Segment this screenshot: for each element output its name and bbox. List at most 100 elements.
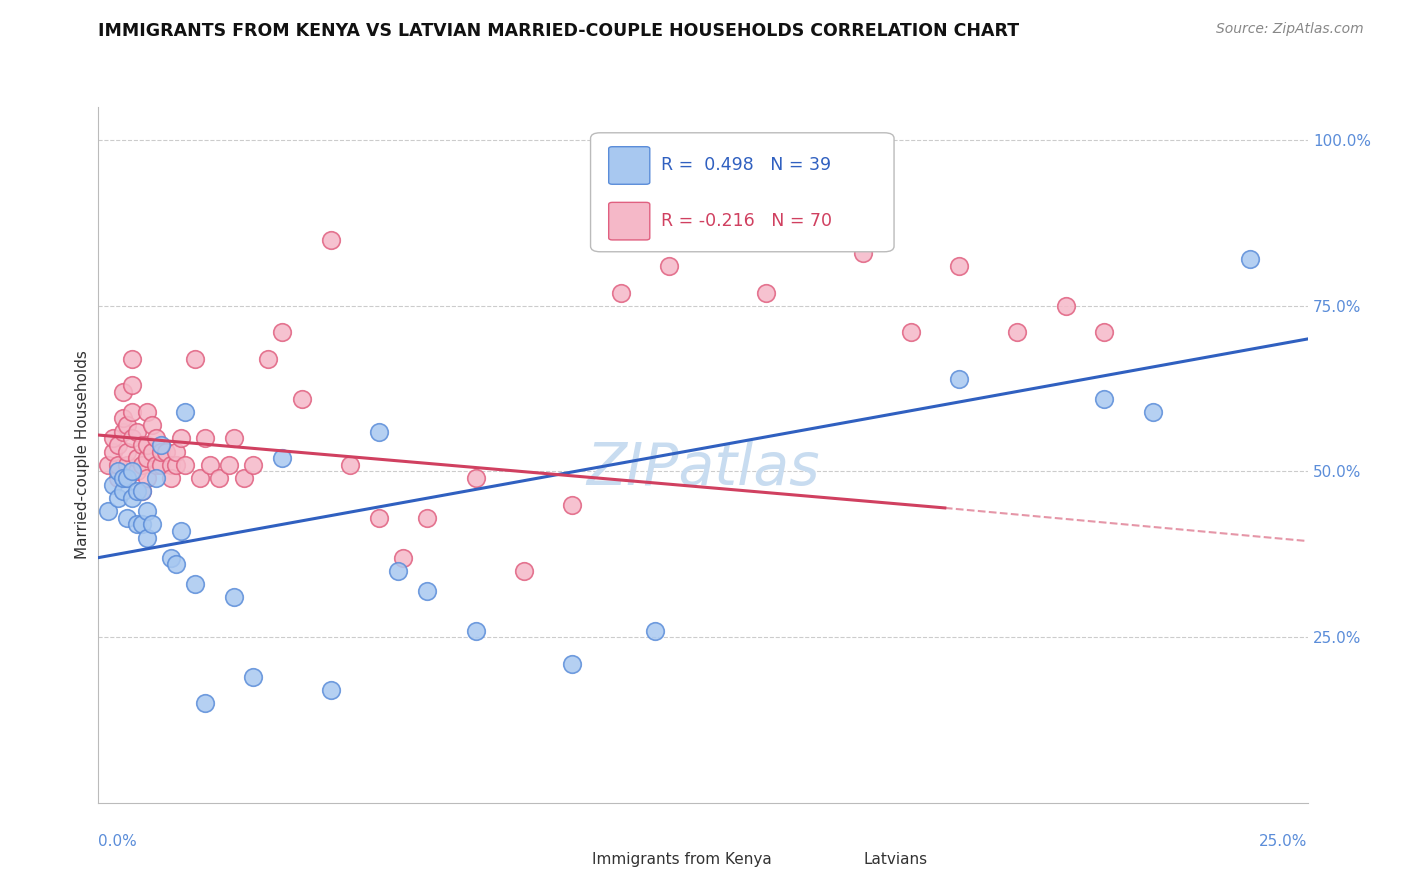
Point: [135, 504, 157, 518]
Point: [155, 444, 177, 458]
Point: [97, 458, 120, 472]
Point: [194, 431, 217, 445]
Point: [101, 477, 124, 491]
Point: [131, 517, 153, 532]
Point: [174, 405, 197, 419]
Point: [131, 438, 153, 452]
Text: 0.0%: 0.0%: [98, 834, 138, 849]
Point: [160, 550, 183, 565]
Point: [101, 444, 124, 458]
Point: [392, 550, 415, 565]
Point: [141, 444, 163, 458]
Point: [145, 471, 167, 485]
Point: [242, 458, 264, 472]
Point: [131, 484, 153, 499]
Point: [111, 384, 134, 399]
Point: [111, 411, 134, 425]
Point: [141, 517, 163, 532]
Point: [117, 511, 139, 525]
Point: [107, 438, 129, 452]
Point: [464, 624, 486, 638]
Point: [121, 351, 143, 366]
Point: [117, 418, 139, 433]
Point: [513, 564, 536, 578]
Point: [165, 444, 187, 458]
Point: [416, 583, 439, 598]
Point: [184, 577, 207, 591]
FancyBboxPatch shape: [609, 202, 650, 240]
Point: [368, 511, 391, 525]
Text: IMMIGRANTS FROM KENYA VS LATVIAN MARRIED-COUPLE HOUSEHOLDS CORRELATION CHART: IMMIGRANTS FROM KENYA VS LATVIAN MARRIED…: [98, 22, 1019, 40]
Point: [150, 438, 173, 452]
Point: [117, 471, 139, 485]
Point: [150, 458, 173, 472]
Point: [135, 438, 157, 452]
Y-axis label: Married-couple Households: Married-couple Households: [75, 351, 90, 559]
Point: [165, 458, 187, 472]
Point: [121, 465, 143, 479]
Point: [900, 326, 922, 340]
Point: [127, 425, 149, 439]
Text: ZIPatlas: ZIPatlas: [586, 441, 820, 498]
Text: Latvians: Latvians: [863, 852, 928, 867]
FancyBboxPatch shape: [814, 844, 858, 874]
Point: [1094, 326, 1116, 340]
Text: R =  0.498   N = 39: R = 0.498 N = 39: [661, 156, 831, 175]
Point: [145, 458, 167, 472]
Point: [290, 392, 312, 406]
Point: [117, 444, 139, 458]
Point: [222, 591, 245, 605]
Point: [117, 471, 139, 485]
Point: [755, 285, 778, 300]
Point: [131, 484, 153, 499]
Point: [1142, 405, 1164, 419]
Point: [232, 471, 254, 485]
Point: [160, 458, 183, 472]
Point: [948, 372, 970, 386]
Point: [160, 471, 183, 485]
FancyBboxPatch shape: [609, 146, 650, 185]
Point: [127, 465, 149, 479]
FancyBboxPatch shape: [591, 133, 894, 252]
Point: [1094, 392, 1116, 406]
Point: [121, 378, 143, 392]
Point: [107, 491, 129, 505]
Point: [319, 683, 342, 698]
Point: [174, 458, 197, 472]
Point: [1239, 252, 1261, 267]
Text: Immigrants from Kenya: Immigrants from Kenya: [592, 852, 772, 867]
Point: [194, 697, 217, 711]
Point: [339, 458, 361, 472]
Point: [135, 405, 157, 419]
Point: [271, 326, 294, 340]
Point: [561, 498, 583, 512]
Point: [464, 471, 486, 485]
Point: [107, 458, 129, 472]
Point: [169, 524, 191, 538]
Point: [131, 458, 153, 472]
Point: [208, 471, 231, 485]
Point: [135, 451, 157, 466]
Point: [242, 670, 264, 684]
Point: [561, 657, 583, 671]
Point: [165, 558, 187, 572]
Point: [387, 564, 409, 578]
Point: [271, 451, 294, 466]
Point: [222, 431, 245, 445]
Point: [107, 465, 129, 479]
Point: [644, 624, 666, 638]
Point: [169, 431, 191, 445]
Point: [111, 484, 134, 499]
Text: 25.0%: 25.0%: [1260, 834, 1308, 849]
Point: [121, 491, 143, 505]
Point: [610, 285, 633, 300]
Point: [1007, 326, 1029, 340]
Text: R = -0.216   N = 70: R = -0.216 N = 70: [661, 212, 832, 230]
Point: [111, 425, 134, 439]
Point: [141, 418, 163, 433]
Point: [145, 431, 167, 445]
Point: [706, 219, 728, 234]
Point: [1054, 299, 1077, 313]
Point: [218, 458, 240, 472]
Point: [150, 444, 173, 458]
